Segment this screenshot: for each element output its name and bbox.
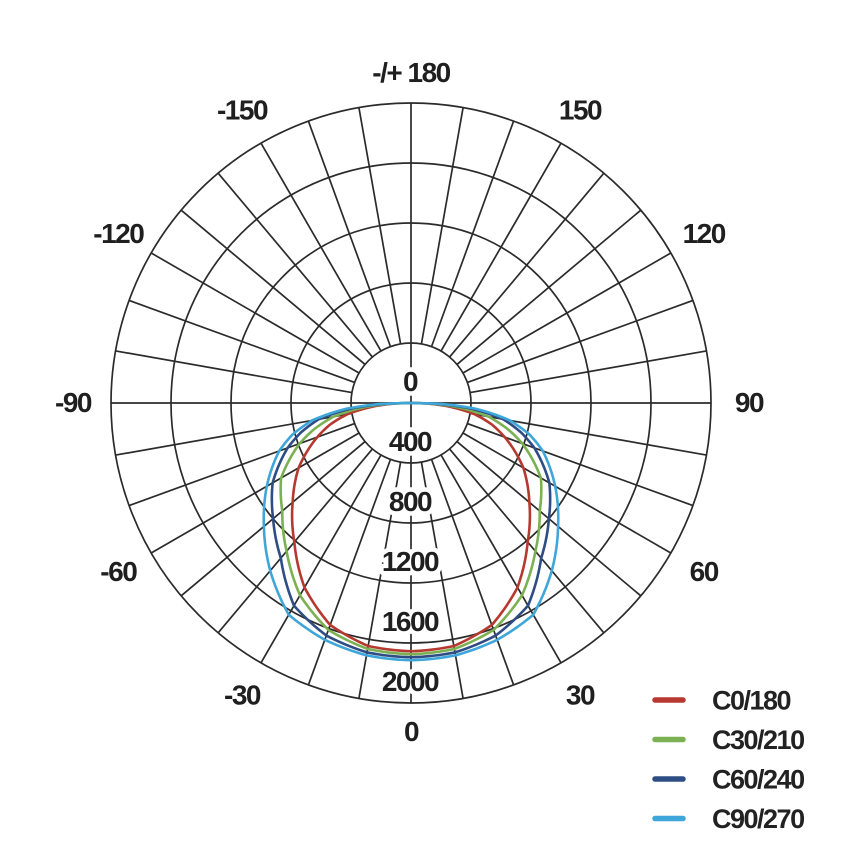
angle-label-120: 120 — [683, 218, 726, 249]
curves — [262, 401, 560, 662]
grid-spoke-190 — [358, 107, 402, 345]
grid-spoke-60 — [462, 432, 672, 554]
grid-spoke-20 — [430, 459, 515, 686]
grid-spoke-140 — [448, 172, 605, 358]
legend-item-C60-240: C60/240 — [652, 765, 806, 795]
angle-label-90: 90 — [735, 387, 764, 418]
angle-label--150: -150 — [217, 94, 268, 125]
grid-spoke-230 — [180, 209, 366, 366]
grid-spoke-340 — [307, 459, 392, 686]
angle-label-60: 60 — [690, 556, 719, 587]
grid-spoke-210 — [260, 142, 382, 352]
angle-label-30: 30 — [566, 680, 595, 711]
angle-label--90: -90 — [55, 387, 92, 418]
grid-spoke-170 — [420, 107, 464, 345]
legend-item-C90-270: C90/270 — [652, 804, 806, 834]
grid-spoke-250 — [128, 299, 355, 384]
grid-spoke-100 — [469, 350, 707, 394]
legend-item-C0-180: C0/180 — [652, 686, 792, 716]
angle-label-0: 0 — [404, 716, 419, 747]
grid-spoke-300 — [150, 432, 360, 554]
angle-label--120: -120 — [93, 218, 144, 249]
legend: C0/180 C30/210 C60/240 C90/270 — [652, 686, 806, 834]
angle-label--60: -60 — [100, 556, 137, 587]
legend-label-C60-240: C60/240 — [712, 765, 804, 795]
legend-label-C30-210: C30/210 — [712, 725, 804, 755]
grid-spoke-30 — [440, 454, 562, 664]
radial-tick-label-1200: 1200 — [382, 546, 439, 577]
grid-spoke-120 — [462, 252, 672, 374]
grid-spoke-260 — [115, 350, 353, 394]
legend-label-C90-270: C90/270 — [712, 804, 804, 834]
grid-spoke-220 — [217, 172, 374, 358]
grid-spoke-110 — [467, 299, 694, 384]
angle-label-150: 150 — [559, 94, 602, 125]
angle-label--180: -/+ 180 — [372, 57, 450, 88]
radial-tick-label-1600: 1600 — [382, 606, 439, 637]
grid-spoke-330 — [260, 454, 382, 664]
curve-C90-270 — [262, 401, 560, 662]
grid-spoke-130 — [456, 209, 642, 366]
angular-axis-labels: -150 -120 -90 -60 -30 0 30 60 90 120 150 -/+ 180 — [55, 57, 765, 747]
grid-spoke-150 — [440, 142, 562, 352]
radial-tick-label-800: 800 — [389, 486, 432, 517]
grid-spoke-160 — [430, 120, 515, 347]
radial-tick-label-0: 0 — [403, 366, 418, 397]
legend-item-C30-210: C30/210 — [652, 725, 806, 755]
curve-C30-210 — [279, 401, 543, 656]
grid-spoke-10 — [420, 461, 464, 699]
curve-C0-180 — [290, 401, 532, 653]
legend-label-C0-180: C0/180 — [712, 686, 791, 716]
angle-label--30: -30 — [224, 680, 261, 711]
radial-tick-label-400: 400 — [389, 426, 432, 457]
grid-spoke-350 — [358, 461, 402, 699]
curve-C60-240 — [270, 401, 552, 659]
grid-spoke-240 — [150, 252, 360, 374]
radial-tick-label-2000: 2000 — [382, 666, 439, 697]
grid-spoke-200 — [307, 120, 392, 347]
